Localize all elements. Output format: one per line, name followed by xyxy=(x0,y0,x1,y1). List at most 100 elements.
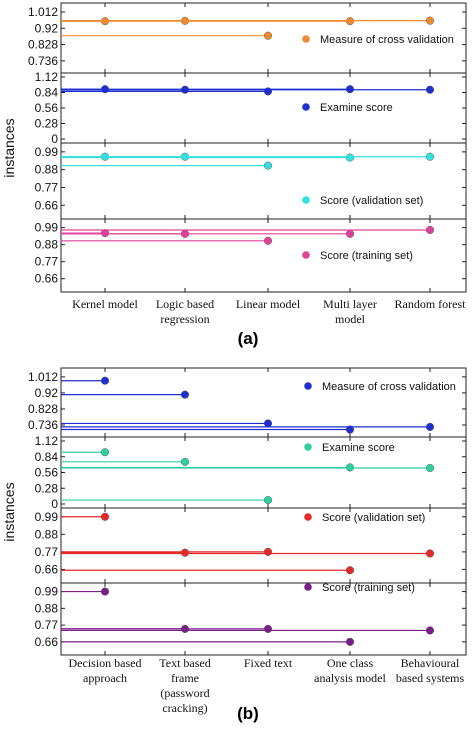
data-point xyxy=(264,161,273,170)
x-category-label: approach xyxy=(83,671,127,685)
y-tick-label: 0.77 xyxy=(35,255,59,269)
y-tick-label: 0.88 xyxy=(35,238,59,252)
y-tick-label: 0.28 xyxy=(35,117,59,131)
y-tick-label: 0.88 xyxy=(35,601,59,615)
y-tick-label: 1.12 xyxy=(35,434,59,448)
data-point xyxy=(346,425,355,434)
y-tick-label: 0.99 xyxy=(35,510,59,524)
y-tick-label: 0.92 xyxy=(35,21,59,35)
y-axis-label: instances xyxy=(1,118,17,177)
y-tick-label: 0 xyxy=(51,497,58,511)
y-tick-label: 0.77 xyxy=(35,180,59,194)
data-point xyxy=(426,422,435,431)
data-point xyxy=(346,637,355,646)
data-point xyxy=(346,566,355,575)
y-tick-label: 0.736 xyxy=(28,54,58,68)
legend-label: Score (training set) xyxy=(322,582,415,594)
x-category-label: based systems xyxy=(396,671,465,685)
x-category-label: Random forest xyxy=(395,297,467,311)
legend-marker xyxy=(304,443,312,451)
data-point xyxy=(426,549,435,558)
y-tick-label: 0.66 xyxy=(35,198,59,212)
data-point xyxy=(100,229,109,238)
legend-marker xyxy=(304,513,312,521)
x-category-label: Multi layer xyxy=(323,297,377,311)
x-category-label: Behavioural xyxy=(401,656,460,670)
y-tick-label: 0.28 xyxy=(35,481,59,495)
panel-3: 0.99 0.88 0.77 0.66 Score (validation set) xyxy=(35,142,467,220)
y-tick-label: 0.88 xyxy=(35,163,59,177)
y-tick-label: 0.77 xyxy=(35,545,59,559)
data-point xyxy=(100,376,109,385)
x-category-label: analysis model xyxy=(314,671,386,685)
chart-a: 1.012 0.92 0.828 0.736 Measure of cross vali… xyxy=(1,2,467,348)
y-tick-label: 0.56 xyxy=(35,101,59,115)
data-point xyxy=(264,31,273,40)
x-category-label: Kernel model xyxy=(72,297,138,311)
data-point xyxy=(426,152,435,161)
data-point xyxy=(346,153,355,162)
y-tick-label: 0.99 xyxy=(35,221,59,235)
y-tick-label: 0.66 xyxy=(35,272,59,286)
legend-label: Score (validation set) xyxy=(320,195,423,207)
legend-marker xyxy=(302,251,310,259)
legend-marker xyxy=(302,35,310,43)
data-point xyxy=(100,448,109,457)
data-point xyxy=(180,457,189,466)
data-point xyxy=(100,587,109,596)
data-point xyxy=(426,225,435,234)
x-category-label: frame xyxy=(171,671,199,685)
panel-1: 1.012 0.92 0.828 0.736 Measure of cross vali… xyxy=(28,2,467,74)
x-category-label: Fixed text xyxy=(244,656,293,670)
data-point xyxy=(180,548,189,557)
x-category-label: Text based xyxy=(159,656,210,670)
data-point xyxy=(426,85,435,94)
x-category-label: One class xyxy=(327,656,374,670)
data-point xyxy=(180,390,189,399)
y-tick-label: 0.92 xyxy=(35,386,59,400)
legend-label: Measure of cross validation xyxy=(322,381,456,393)
panel-frame xyxy=(60,436,467,509)
legend-marker xyxy=(302,103,310,111)
y-axis-label: instances xyxy=(1,482,17,541)
legend-marker xyxy=(304,382,312,390)
panel-frame xyxy=(60,72,467,144)
data-point xyxy=(264,624,273,633)
data-point xyxy=(426,16,435,25)
legend-marker xyxy=(302,196,310,204)
x-category-label: Logic based xyxy=(156,297,214,311)
subfigure-label: (b) xyxy=(237,704,259,723)
y-tick-label: 0.99 xyxy=(35,145,59,159)
y-tick-label: 0.66 xyxy=(35,635,59,649)
x-category-label: cracking) xyxy=(162,701,207,715)
panel-1: 1.012 0.92 0.828 0.736 Measure of cross vali… xyxy=(28,367,467,438)
y-tick-label: 1.12 xyxy=(35,70,59,84)
panel-frame xyxy=(60,142,467,220)
y-tick-label: 0 xyxy=(51,132,58,146)
panel-3: 0.99 0.88 0.77 0.66 Score (validation set) xyxy=(35,507,467,584)
y-tick-label: 0.828 xyxy=(28,38,58,52)
data-point xyxy=(264,547,273,556)
x-category-label: Linear model xyxy=(236,297,301,311)
data-point xyxy=(100,512,109,521)
data-point xyxy=(426,626,435,635)
y-tick-label: 0.84 xyxy=(35,86,59,100)
y-tick-label: 0.66 xyxy=(35,562,59,576)
x-category-label: regression xyxy=(160,312,209,326)
panel-4: 0.99 0.88 0.77 0.66 Score (training set) xyxy=(35,218,467,293)
x-category-label: model xyxy=(335,312,366,326)
y-tick-label: 1.012 xyxy=(28,370,58,384)
legend-marker xyxy=(304,583,312,591)
data-point xyxy=(346,229,355,238)
panel-frame xyxy=(60,218,467,293)
legend-label: Score (validation set) xyxy=(322,512,425,524)
y-tick-label: 0.88 xyxy=(35,527,59,541)
y-tick-label: 0.736 xyxy=(28,418,58,432)
legend-label: Examine score xyxy=(322,442,395,454)
data-point xyxy=(426,464,435,473)
y-tick-label: 0.828 xyxy=(28,402,58,416)
data-point xyxy=(264,419,273,428)
